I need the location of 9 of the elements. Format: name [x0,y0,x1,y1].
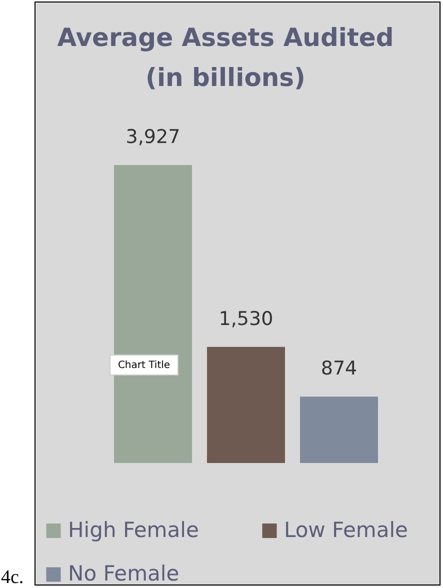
chart-title: Average Assets Audited (in billions) [57,23,394,92]
annotation: Chart Title [118,360,170,371]
data-label: 3,927 [126,126,180,148]
legend-label: Low Female [284,518,408,542]
text: 4c. [1,567,24,588]
legend-label: No Female [68,562,180,586]
data-label: 1,530 [218,308,274,330]
data-label: 874 [320,358,358,380]
legend-label: High Female [68,518,199,542]
